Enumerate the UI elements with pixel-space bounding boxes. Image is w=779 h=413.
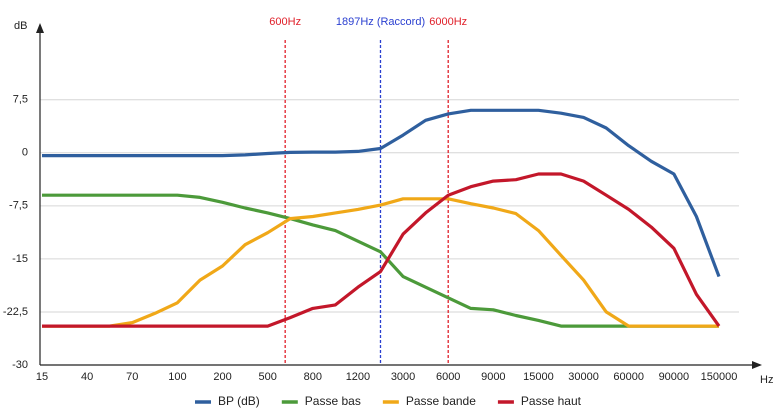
legend-label: BP (dB) [218,394,260,408]
series-line [42,193,719,328]
x-tick-label: 70 [126,371,138,383]
x-tick-label: 3000 [391,371,415,383]
y-tick-label: -30 [12,359,28,371]
x-tick-label: 500 [258,371,276,383]
x-tick-label: 150000 [701,371,738,383]
annotation-label: 1897Hz (Raccord) [336,16,425,28]
x-tick-label: 200 [213,371,231,383]
y-tick-label: 7,5 [13,94,28,106]
x-tick-label: 15 [36,371,48,383]
series-line [42,108,721,278]
legend-label: Passe bande [406,394,476,408]
x-tick-label: 40 [81,371,93,383]
x-tick-label: 6000 [436,371,460,383]
annotation-label: 6000Hz [429,16,467,28]
y-tick-label: 0 [22,147,28,159]
x-tick-label: 30000 [568,371,599,383]
x-axis-arrow [752,361,762,369]
x-tick-label: 1200 [346,371,370,383]
y-tick-label: -22,5 [3,306,28,318]
x-tick-label: 9000 [481,371,505,383]
x-tick-label: 800 [304,371,322,383]
x-tick-label: 100 [168,371,186,383]
y-axis-arrow [36,23,44,33]
x-tick-label: 15000 [523,371,554,383]
legend-label: Passe haut [521,394,582,408]
y-tick-label: -7,5 [9,200,28,212]
y-axis-label: dB [14,20,27,32]
x-tick-label: 90000 [659,371,690,383]
y-tick-label: -15 [12,253,28,265]
x-axis-label: Hz [760,374,773,386]
series-line [42,197,719,328]
series-line [42,172,721,328]
legend-label: Passe bas [305,394,361,408]
annotation-label: 600Hz [269,16,301,28]
x-tick-label: 60000 [613,371,644,383]
